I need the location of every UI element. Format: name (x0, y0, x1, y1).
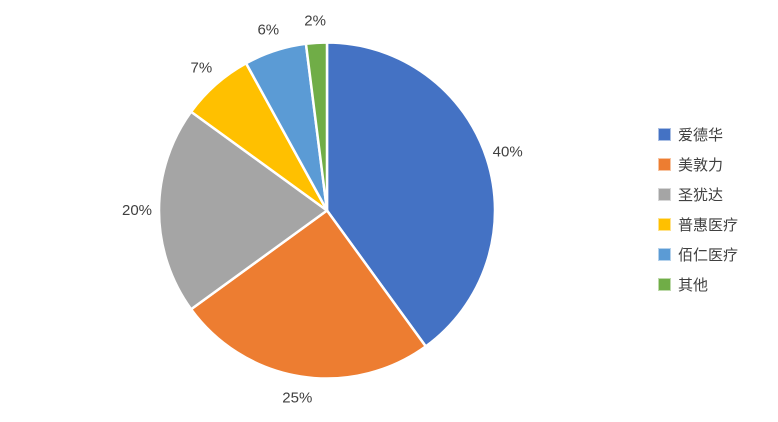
pie-slice-1 (325, 41, 497, 348)
legend-swatch (658, 247, 671, 261)
pie-data-label: 25% (282, 390, 312, 407)
legend-item-4: 普惠医疗 (658, 209, 738, 239)
pie-data-label: 40% (493, 143, 523, 160)
legend-item-2: 美敦力 (658, 149, 738, 179)
legend-label: 其他 (678, 276, 709, 294)
legend-label: 爱德华 (678, 126, 724, 144)
legend-swatch (658, 187, 671, 201)
legend-item-1: 爱德华 (658, 119, 738, 149)
legend-item-5: 佰仁医疗 (658, 239, 738, 269)
pie-slice-6 (304, 41, 329, 212)
legend-label: 佰仁医疗 (678, 246, 739, 264)
pie-data-label: 7% (191, 60, 213, 77)
pie-data-label: 6% (257, 21, 279, 38)
legend-swatch (658, 217, 671, 231)
pie-slice-3 (157, 110, 329, 311)
legend-item-6: 其他 (658, 269, 738, 299)
legend: 爱德华美敦力圣犹达普惠医疗佰仁医疗其他 (658, 119, 738, 299)
legend-swatch (658, 277, 671, 291)
pie-data-label: 2% (304, 12, 326, 29)
legend-swatch (658, 157, 671, 171)
legend-label: 圣犹达 (678, 186, 724, 204)
legend-item-3: 圣犹达 (658, 179, 738, 209)
legend-swatch (658, 127, 671, 141)
legend-label: 美敦力 (678, 156, 724, 174)
legend-label: 普惠医疗 (678, 216, 739, 234)
pie-data-label: 20% (122, 202, 152, 219)
pie-slice-2 (189, 209, 427, 380)
